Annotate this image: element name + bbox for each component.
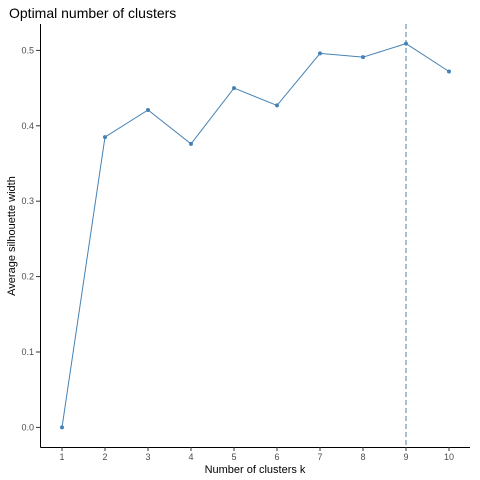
y-tick-label: 0.4 [21, 121, 34, 131]
data-point [361, 55, 365, 60]
data-point [447, 69, 451, 74]
x-tick-label: 6 [274, 452, 279, 462]
data-point [275, 103, 279, 108]
data-point [146, 107, 150, 112]
data-point [189, 141, 193, 146]
x-tick-label: 8 [360, 452, 365, 462]
y-tick-label: 0.5 [21, 45, 34, 55]
y-tick-label: 0.3 [21, 196, 34, 206]
chart-title: Optimal number of clusters [9, 5, 176, 21]
x-tick-label: 1 [59, 452, 64, 462]
y-tick-label: 0.2 [21, 272, 34, 282]
y-axis-ticks: 0.0 0.1 0.2 0.3 0.4 0.5 [21, 45, 40, 432]
data-point [318, 51, 322, 56]
x-tick-label: 10 [444, 452, 454, 462]
plot-area [60, 24, 451, 447]
series-line [61, 43, 450, 428]
x-tick-label: 2 [102, 452, 107, 462]
x-axis-title: Number of clusters k [205, 464, 306, 476]
x-tick-label: 4 [188, 452, 193, 462]
x-axis-ticks: 1 2 3 4 5 6 7 8 9 10 [59, 447, 454, 462]
x-tick-label: 3 [145, 452, 150, 462]
x-tick-label: 7 [317, 452, 322, 462]
y-tick-label: 0.1 [21, 347, 34, 357]
data-point [103, 135, 107, 140]
y-tick-label: 0.0 [21, 422, 34, 432]
data-point [404, 41, 408, 46]
data-point [232, 86, 236, 91]
x-tick-label: 5 [231, 452, 236, 462]
data-point [60, 425, 64, 430]
y-axis-title: Average silhouette width [6, 176, 18, 296]
x-tick-label: 9 [403, 452, 408, 462]
